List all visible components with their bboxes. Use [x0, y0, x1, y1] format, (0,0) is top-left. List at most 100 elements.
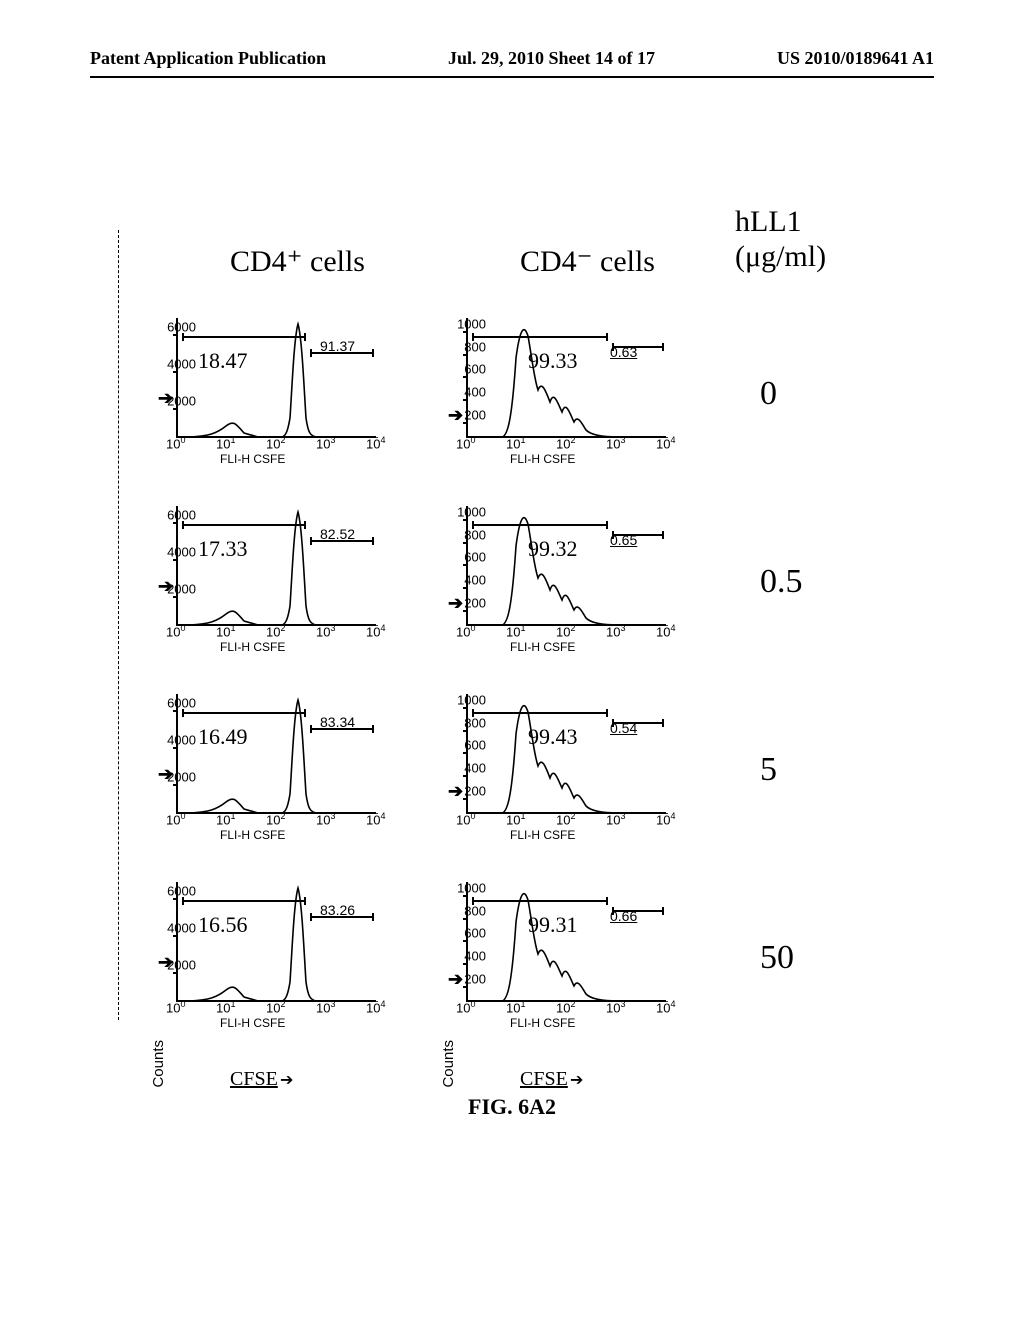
- x-tick-label: 101: [216, 811, 235, 827]
- page-left-dashed-guide: [118, 230, 119, 1020]
- gate-value-secondary: 0.54: [610, 720, 637, 736]
- y-tick-label: 200: [464, 784, 486, 799]
- gate-value-main: 99.43: [528, 724, 578, 750]
- y-tick-label: 600: [464, 362, 486, 377]
- x-axis-sublabel: FLI-H CSFE: [510, 452, 575, 466]
- gate-value-main: 17.33: [198, 536, 248, 562]
- figure-caption: FIG. 6A2: [0, 1094, 1024, 1120]
- dose-title-line1: hLL1: [735, 205, 802, 238]
- y-axis-arrow-icon: ➔: [448, 405, 463, 426]
- histogram-row-0: 600040002000100101102103104FLI-H CSFE18.…: [120, 310, 910, 498]
- histogram-row-1: 600040002000100101102103104FLI-H CSFE17.…: [120, 498, 910, 686]
- x-axis-sublabel: FLI-H CSFE: [220, 1016, 285, 1030]
- histogram-panel-left-3: 600040002000100101102103104FLI-H CSFE16.…: [120, 874, 400, 1054]
- x-axis-sublabel: FLI-H CSFE: [220, 828, 285, 842]
- gate-bar-left: [182, 336, 306, 338]
- x-tick-label: 102: [556, 999, 575, 1015]
- gate-bar-left: [472, 524, 608, 526]
- y-tick-label: 6000: [167, 884, 196, 899]
- dose-label: 0.5: [760, 563, 803, 601]
- gate-value-main: 16.49: [198, 724, 248, 750]
- y-tick-label: 800: [464, 527, 486, 542]
- y-axis-label-right: Counts: [440, 1040, 457, 1088]
- gate-bar-left: [472, 336, 608, 338]
- gate-value-main: 99.32: [528, 536, 578, 562]
- plot-area: [466, 694, 666, 814]
- y-tick-label: 400: [464, 385, 486, 400]
- dose-label: 0: [760, 375, 777, 413]
- plot-area: [466, 318, 666, 438]
- x-tick-label: 101: [506, 999, 525, 1015]
- x-tick-label: 104: [366, 435, 385, 451]
- x-tick-label: 102: [556, 435, 575, 451]
- histogram-row-2: 600040002000100101102103104FLI-H CSFE16.…: [120, 686, 910, 874]
- y-axis-label-left: Counts: [150, 1040, 167, 1088]
- gate-value-secondary: 82.52: [320, 526, 355, 542]
- y-tick-label: 800: [464, 903, 486, 918]
- y-tick-label: 4000: [167, 545, 196, 560]
- y-tick-label: 600: [464, 926, 486, 941]
- x-tick-label: 100: [166, 811, 185, 827]
- x-tick-label: 100: [166, 999, 185, 1015]
- y-axis-arrow-icon: ➔: [448, 593, 463, 614]
- x-tick-label: 102: [556, 623, 575, 639]
- x-tick-label: 104: [656, 811, 675, 827]
- y-tick-label: 1000: [457, 504, 486, 519]
- gate-bar-left: [182, 900, 306, 902]
- y-tick-label: 400: [464, 573, 486, 588]
- gate-value-main: 18.47: [198, 348, 248, 374]
- x-tick-label: 102: [266, 623, 285, 639]
- gate-value-secondary: 0.65: [610, 532, 637, 548]
- x-tick-label: 102: [266, 811, 285, 827]
- y-tick-label: 400: [464, 949, 486, 964]
- plot-area: [466, 882, 666, 1002]
- x-axis-sublabel: FLI-H CSFE: [220, 452, 285, 466]
- y-axis-arrow-icon: ➔: [158, 764, 173, 785]
- x-axis-sublabel: FLI-H CSFE: [510, 828, 575, 842]
- x-tick-label: 100: [456, 623, 475, 639]
- y-tick-label: 200: [464, 972, 486, 987]
- x-tick-label: 104: [656, 999, 675, 1015]
- y-tick-label: 4000: [167, 921, 196, 936]
- x-tick-label: 102: [266, 435, 285, 451]
- x-tick-label: 104: [366, 811, 385, 827]
- gate-bar-left: [182, 524, 306, 526]
- y-tick-label: 600: [464, 738, 486, 753]
- histogram-panel-right-1: 1000800600400200100101102103104FLI-H CSF…: [410, 498, 690, 678]
- x-axis-sublabel: FLI-H CSFE: [220, 640, 285, 654]
- x-tick-label: 101: [216, 435, 235, 451]
- y-tick-label: 800: [464, 715, 486, 730]
- plot-area: [176, 882, 376, 1002]
- col-title-cd4pos: CD4⁺ cells: [230, 244, 365, 279]
- y-axis-arrow-icon: ➔: [448, 781, 463, 802]
- dose-label: 5: [760, 751, 777, 789]
- y-tick-label: 1000: [457, 880, 486, 895]
- plot-area: [176, 694, 376, 814]
- y-tick-label: 4000: [167, 733, 196, 748]
- x-tick-label: 104: [366, 999, 385, 1015]
- gate-value-secondary: 91.37: [320, 338, 355, 354]
- figure-6a2: CD4⁺ cells CD4⁻ cells hLL1 (μg/ml) 60004…: [120, 220, 910, 1122]
- gate-value-main: 16.56: [198, 912, 248, 938]
- dose-column-title: hLL1 (μg/ml): [735, 205, 826, 274]
- y-tick-label: 6000: [167, 696, 196, 711]
- gate-value-secondary: 0.66: [610, 908, 637, 924]
- x-tick-label: 104: [656, 623, 675, 639]
- x-tick-label: 101: [216, 623, 235, 639]
- gate-value-secondary: 0.63: [610, 344, 637, 360]
- x-tick-label: 104: [366, 623, 385, 639]
- x-tick-label: 103: [316, 999, 335, 1015]
- gate-value-main: 99.33: [528, 348, 578, 374]
- y-tick-label: 200: [464, 408, 486, 423]
- y-tick-label: 600: [464, 550, 486, 565]
- gate-value-secondary: 83.34: [320, 714, 355, 730]
- gate-bar-left: [472, 900, 608, 902]
- plot-area: [466, 506, 666, 626]
- x-tick-label: 103: [606, 435, 625, 451]
- x-axis-sublabel: FLI-H CSFE: [510, 1016, 575, 1030]
- x-axis-label-right: CFSE: [520, 1068, 568, 1091]
- x-tick-label: 103: [606, 623, 625, 639]
- y-tick-label: 4000: [167, 357, 196, 372]
- x-tick-label: 102: [556, 811, 575, 827]
- column-titles: CD4⁺ cells CD4⁻ cells hLL1 (μg/ml): [120, 220, 910, 310]
